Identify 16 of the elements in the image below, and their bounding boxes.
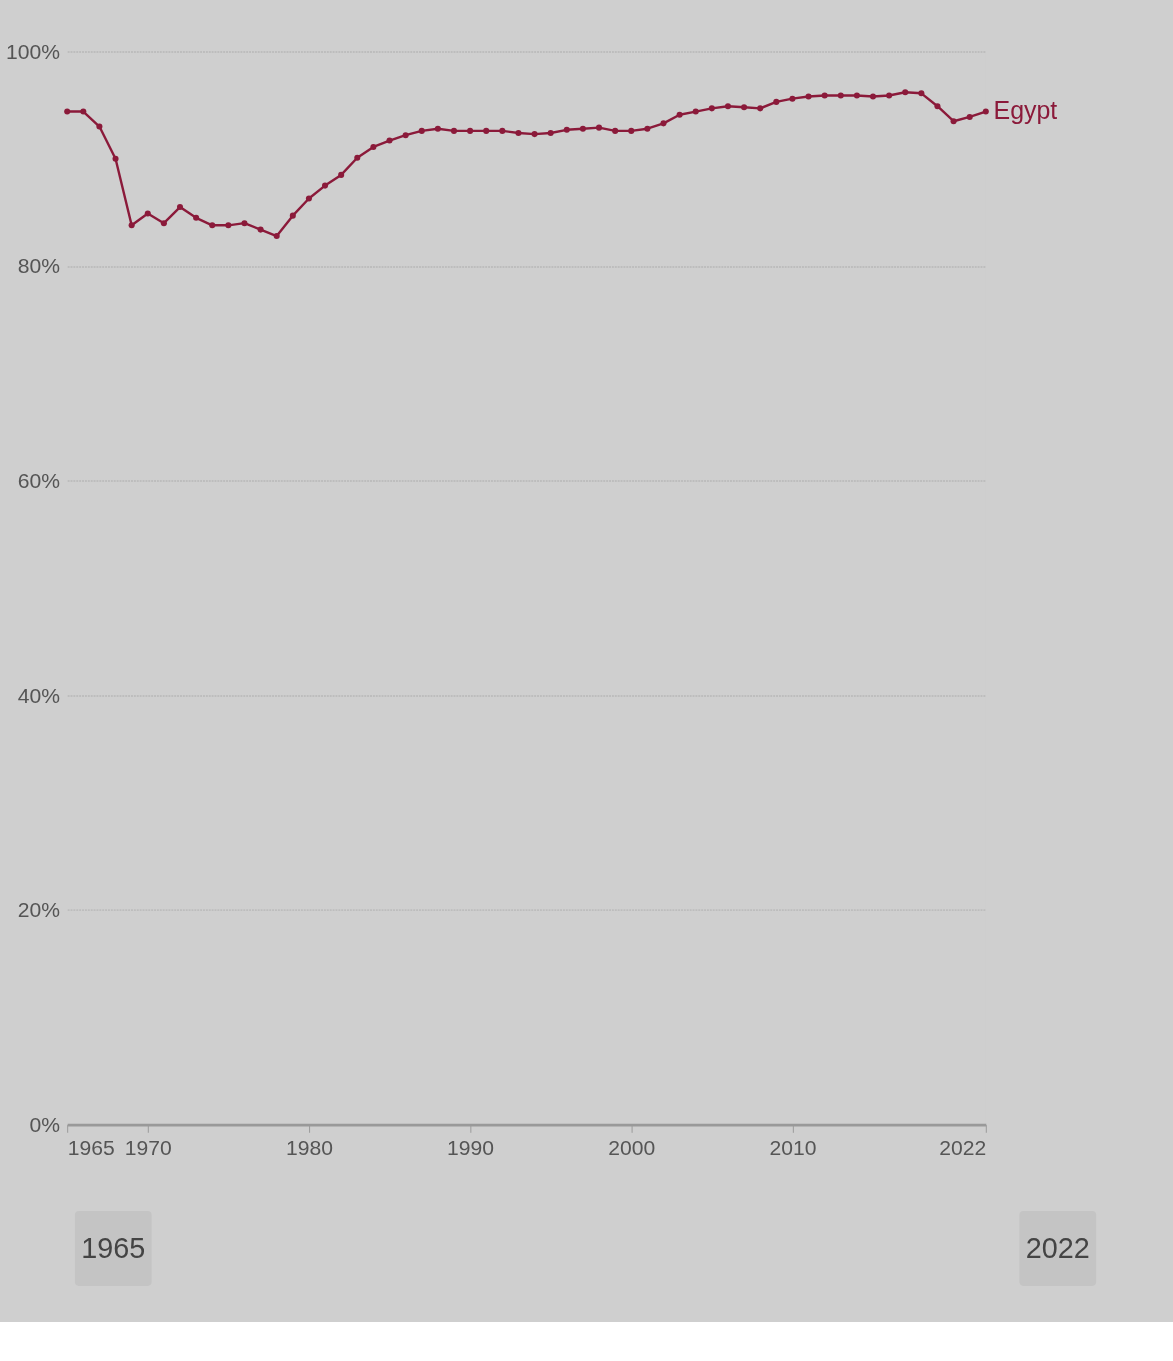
y-tick-label: 80% [17, 254, 61, 278]
y-tick-label: 40% [17, 683, 61, 707]
y-tick-label: 0% [29, 1112, 61, 1136]
x-tick-label: 1980 [285, 1135, 333, 1159]
text: 2022 [1025, 1232, 1090, 1265]
y-tick-label: 100% [5, 39, 61, 63]
series-label: Egypt [993, 96, 1058, 125]
y-tick-label: 60% [17, 468, 61, 492]
x-tick-label: 2022 [939, 1135, 987, 1159]
text: 1965 [81, 1232, 146, 1265]
x-tick-label: 1965 [67, 1135, 115, 1159]
y-tick-label: 20% [17, 898, 61, 922]
x-tick-label: 2010 [769, 1135, 817, 1159]
x-tick-label: 1970 [124, 1135, 172, 1159]
x-tick-label: 1990 [447, 1135, 495, 1159]
x-tick-label: 2000 [608, 1135, 656, 1159]
